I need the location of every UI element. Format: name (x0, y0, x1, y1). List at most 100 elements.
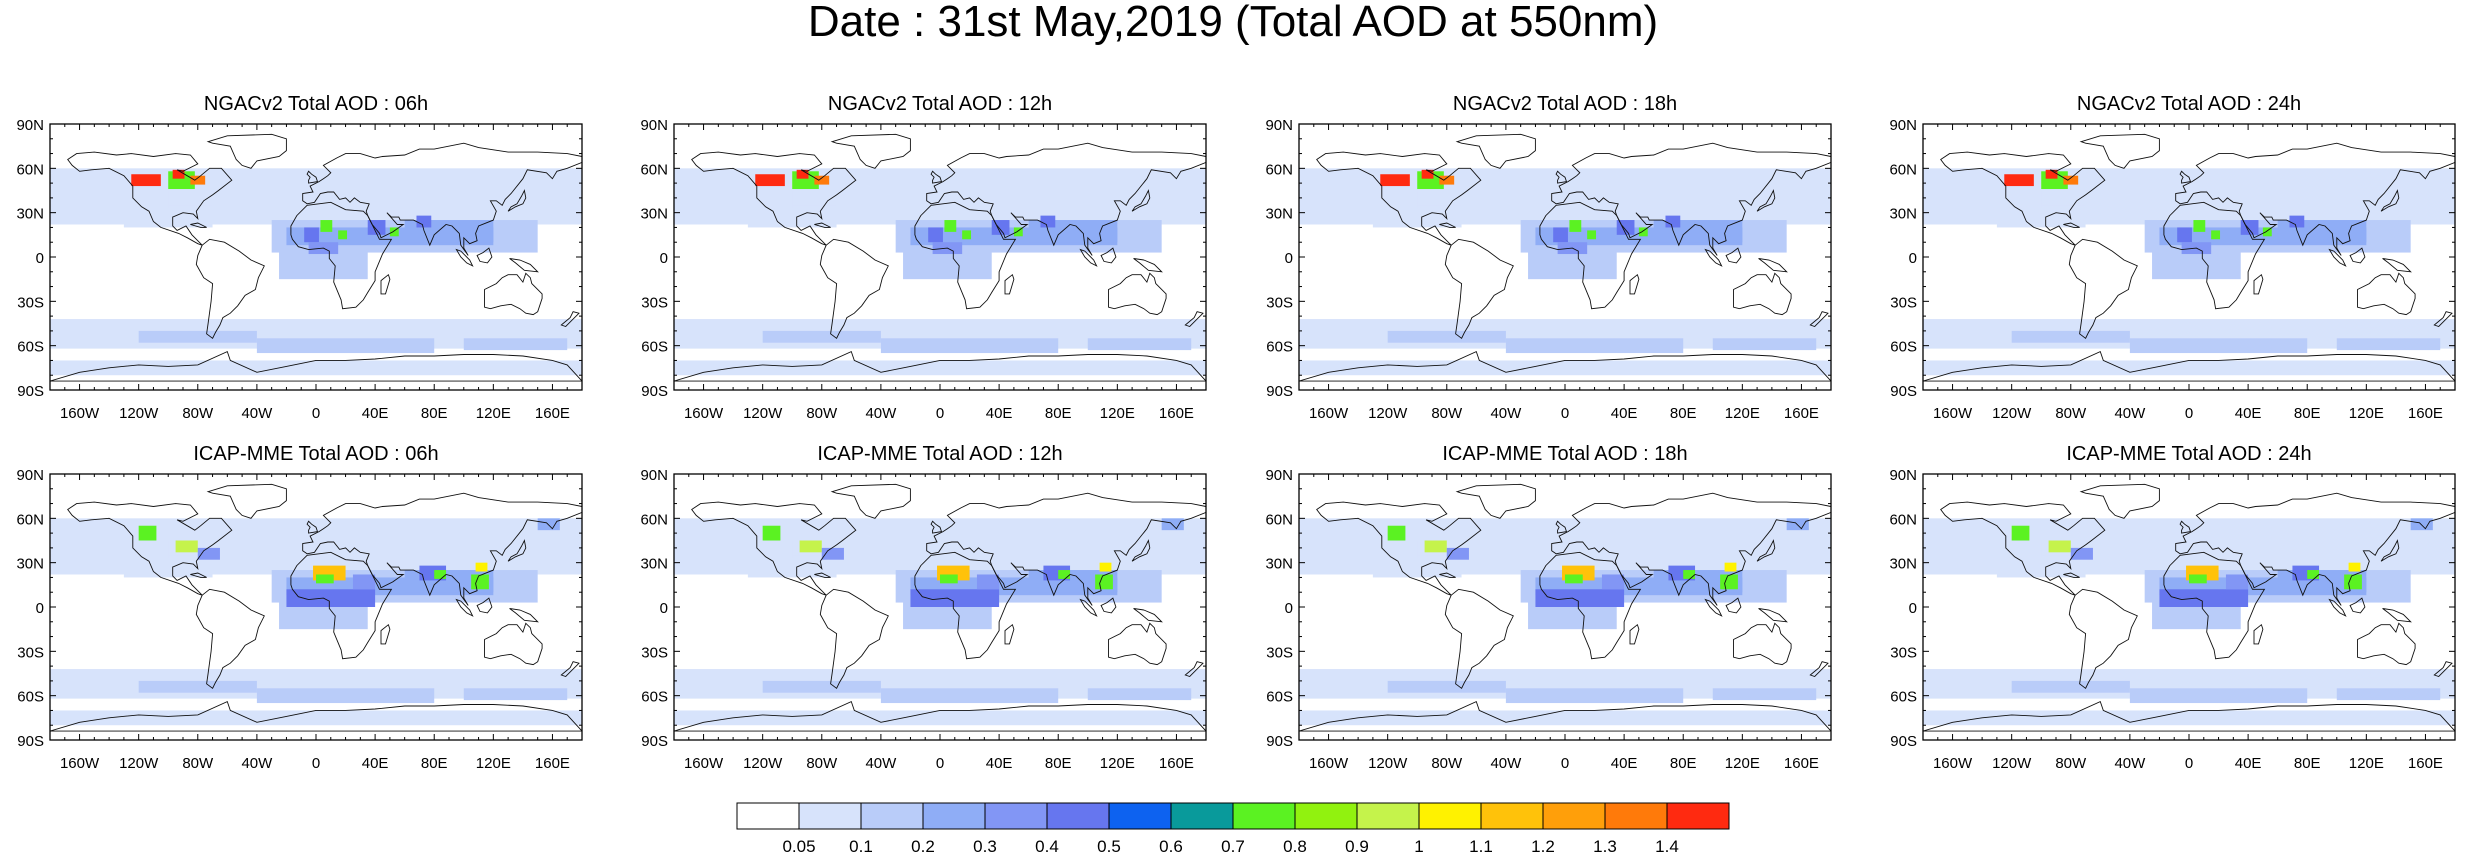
aod-hotspot (1720, 574, 1738, 590)
coastline-south-america (2068, 588, 2138, 689)
coastline-cuba (2063, 222, 2080, 228)
lat-tick-label: 90S (641, 383, 668, 400)
aod-hotspot (175, 540, 198, 553)
aod-field (1923, 474, 2455, 740)
colorbar-label: 0.1 (849, 837, 873, 854)
coastline-britain (1555, 170, 1568, 184)
coastline-madagascar (1629, 623, 1640, 645)
coastline-eurasia (2175, 142, 2455, 256)
coastline-cuba (190, 572, 207, 578)
coastline-japan (1131, 189, 1151, 212)
aod-hotspot (286, 589, 376, 607)
coastline-new-zealand (2433, 311, 2453, 328)
aod-haze-region (1923, 710, 2455, 726)
lon-tick-label: 160W (684, 405, 724, 422)
aod-haze-region (1328, 190, 1418, 209)
aod-hotspot (2348, 562, 2361, 572)
aod-hotspot (537, 518, 560, 531)
lon-tick-label: 120W (1992, 405, 2032, 422)
aod-haze-region (138, 330, 257, 343)
coastline-eurasia (1551, 142, 1831, 256)
lat-tick-label: 90N (16, 117, 44, 134)
aod-hotspot (2011, 525, 2030, 541)
lat-tick-label: 30S (1266, 644, 1293, 661)
tick-marks (1922, 473, 2456, 741)
aod-haze-region (2336, 688, 2441, 701)
colorbar-label: 0.8 (1283, 837, 1307, 854)
lat-tick-label: 0 (660, 250, 668, 267)
lon-tick-label: 160E (535, 755, 570, 772)
aod-haze-region (1712, 688, 1817, 701)
lon-tick-label: 80W (1431, 405, 1463, 422)
lon-tick-label: 120E (1100, 755, 1135, 772)
colorbar-svg: 0.05 0.1 0.2 0.3 0.4 0.5 0.6 0.7 0.8 0.9 1 1.1 1.2 1.… (736, 802, 1730, 856)
coastline-eurasia (926, 142, 1206, 256)
lon-tick-label: 0 (936, 405, 944, 422)
aod-hotspot (1638, 227, 1648, 237)
aod-hotspot (1058, 570, 1071, 579)
coastline-antarctica (50, 350, 582, 382)
aod-haze-region (138, 680, 257, 693)
aod-haze-region (50, 710, 582, 726)
lat-tick-label: 90N (1265, 467, 1293, 484)
aod-haze-region (123, 555, 213, 578)
coastline-new-guinea (1133, 608, 1163, 623)
aod-haze-region (2152, 249, 2241, 280)
aod-hotspot (1040, 215, 1056, 228)
coastline-australia (2357, 622, 2416, 666)
coastline-antarctica (674, 350, 1206, 382)
coastline-south-america (819, 238, 889, 339)
coastline-borneo (476, 597, 493, 614)
aod-haze-region (1528, 249, 1617, 280)
coastline-antarctica (1923, 700, 2455, 732)
lon-tick-label: 40W (865, 755, 897, 772)
lon-tick-label: 120E (1100, 405, 1135, 422)
lat-tick-label: 90S (1266, 383, 1293, 400)
coastline-north-america (691, 501, 857, 596)
aod-hotspot (1587, 230, 1597, 240)
lat-tick-label: 60S (641, 339, 668, 356)
aod-haze-region (79, 540, 169, 559)
coastline-britain (930, 170, 943, 184)
colorbar-swatch (798, 802, 862, 830)
aod-hotspot (1013, 227, 1023, 237)
aod-haze-region (1087, 688, 1192, 701)
lon-tick-label: 40W (2114, 405, 2146, 422)
coastline-africa (1539, 201, 1642, 310)
aod-haze-region (1372, 555, 1462, 578)
aod-hotspot (2262, 227, 2272, 237)
aod-haze-region (1299, 360, 1831, 376)
aod-hotspot (976, 574, 1000, 590)
lon-tick-label: 80W (2055, 405, 2087, 422)
aod-haze-region (50, 360, 582, 376)
lon-tick-label: 120W (1368, 405, 1408, 422)
colorbar-swatch (1418, 802, 1482, 830)
coastline-new-guinea (1133, 258, 1163, 273)
map-panel-ngacv2-06h: NGACv2 Total AOD : 06h 90N 60N 30N 0 30S 60S 90… (0, 92, 612, 436)
coastline-antarctica (1299, 350, 1831, 382)
aod-hotspot (1683, 570, 1696, 579)
coastlines (1923, 133, 2455, 382)
lat-tick-label: 60S (1890, 339, 1917, 356)
aod-haze-region (1923, 360, 2455, 376)
panel-title: NGACv2 Total AOD : 12h (827, 93, 1053, 115)
map-svg: 90N 60N 30N 0 30S 60S 90S 160W 120W 80W 40W 0 40E 80E… (1265, 467, 1832, 772)
coastline-eurasia (302, 492, 582, 606)
lon-tick-label: 120E (2349, 405, 2384, 422)
lat-tick-label: 90N (640, 467, 668, 484)
aod-hotspot (1565, 574, 1583, 584)
lat-tick-label: 0 (1909, 250, 1917, 267)
lat-tick-label: 90S (1890, 733, 1917, 750)
lat-tick-label: 60N (1889, 161, 1917, 178)
aod-hotspot (1380, 174, 1410, 187)
panel-title: NGACv2 Total AOD : 24h (2076, 93, 2302, 115)
lat-tick-label: 90N (1265, 117, 1293, 134)
lon-tick-label: 80E (1670, 405, 1697, 422)
lon-tick-label: 120W (119, 755, 159, 772)
lon-tick-label: 120W (743, 755, 783, 772)
lon-tick-label: 40W (1490, 755, 1522, 772)
lon-tick-label: 160E (1159, 405, 1194, 422)
lon-tick-label: 160W (1933, 405, 1973, 422)
aod-hotspot (1421, 169, 1434, 179)
aod-haze-region (2129, 688, 2308, 704)
